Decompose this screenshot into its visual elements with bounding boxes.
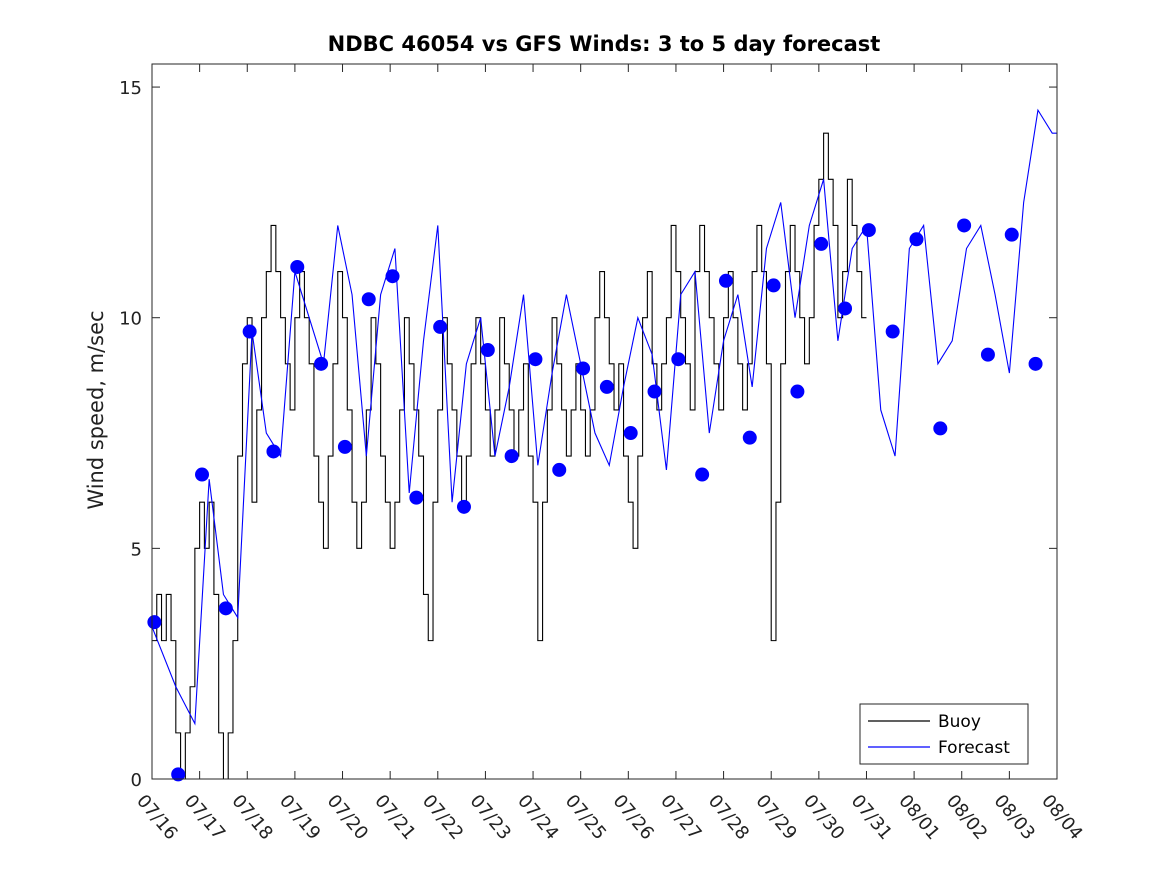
x-tick-label: 08/03	[990, 791, 1039, 844]
forecast-marker	[1028, 356, 1043, 371]
forecast-marker	[218, 601, 233, 616]
forecast-marker	[147, 615, 162, 630]
forecast-marker	[885, 324, 900, 339]
forecast-marker	[838, 301, 853, 316]
x-tick-label: 07/30	[799, 791, 848, 844]
forecast-marker	[933, 421, 948, 436]
forecast-marker	[385, 269, 400, 284]
x-tick-label: 07/28	[704, 791, 753, 844]
forecast-marker	[361, 292, 376, 307]
legend-label: Buoy	[938, 712, 981, 732]
y-tick-label: 5	[131, 539, 142, 560]
markers-group	[147, 218, 1043, 782]
x-tick-label: 07/17	[180, 791, 229, 844]
forecast-marker	[242, 324, 257, 339]
forecast-marker	[266, 444, 281, 459]
forecast-marker	[576, 361, 591, 376]
x-tick-label: 07/16	[132, 791, 181, 844]
forecast-marker	[790, 384, 805, 399]
x-tick-label: 07/22	[418, 791, 467, 844]
forecast-marker	[671, 352, 686, 367]
plot-area	[152, 64, 1057, 779]
forecast-marker	[647, 384, 662, 399]
y-tick-label: 0	[131, 770, 142, 791]
forecast-marker	[528, 352, 543, 367]
x-tick-label: 07/18	[227, 791, 276, 844]
forecast-marker	[718, 273, 733, 288]
forecast-marker	[456, 499, 471, 514]
forecast-marker	[766, 278, 781, 293]
legend: Buoy Forecast	[859, 703, 1029, 765]
x-tick-label: 07/26	[608, 791, 657, 844]
forecast-marker	[480, 343, 495, 357]
forecast-marker	[314, 356, 329, 371]
x-tick-label: 07/19	[275, 791, 324, 844]
y-tick-label: 10	[119, 309, 142, 330]
forecast-marker	[1004, 227, 1019, 242]
legend-box	[859, 703, 1029, 765]
x-tick-label: 07/24	[513, 791, 562, 844]
forecast-marker	[171, 767, 186, 782]
plot-frame	[151, 63, 1058, 780]
forecast-marker	[695, 467, 710, 482]
chart-title: NDBC 46054 vs GFS Winds: 3 to 5 day fore…	[328, 32, 881, 56]
x-tick-label: 08/01	[894, 791, 943, 844]
legend-label: Forecast	[938, 738, 1010, 758]
forecast-marker	[409, 490, 424, 505]
forecast-marker	[814, 236, 829, 251]
forecast-marker	[909, 232, 924, 247]
x-tick-label: 07/25	[561, 791, 610, 844]
forecast-marker	[433, 319, 448, 334]
forecast-marker	[195, 467, 210, 482]
forecast-marker	[337, 439, 352, 454]
x-tick-label: 07/20	[323, 791, 372, 844]
forecast-marker	[957, 218, 972, 233]
forecast-marker	[623, 426, 638, 441]
forecast-marker	[980, 347, 995, 362]
x-tick-label: 07/29	[751, 791, 800, 844]
forecast-marker	[861, 223, 876, 238]
x-tick-label: 07/31	[847, 791, 896, 844]
x-tick-label: 07/23	[466, 791, 515, 844]
forecast-marker	[552, 462, 567, 477]
y-axis-label: Wind speed, m/sec	[84, 310, 108, 509]
x-tick-label: 07/27	[656, 791, 705, 844]
y-tick-label: 15	[119, 78, 142, 99]
forecast-marker	[290, 259, 305, 274]
forecast-marker	[742, 430, 757, 445]
x-tick-label: 08/04	[1037, 791, 1086, 844]
x-tick-label: 07/21	[370, 791, 419, 844]
forecast-marker	[504, 449, 519, 464]
forecast-marker	[599, 379, 614, 394]
x-tick-label: 08/02	[942, 791, 991, 844]
